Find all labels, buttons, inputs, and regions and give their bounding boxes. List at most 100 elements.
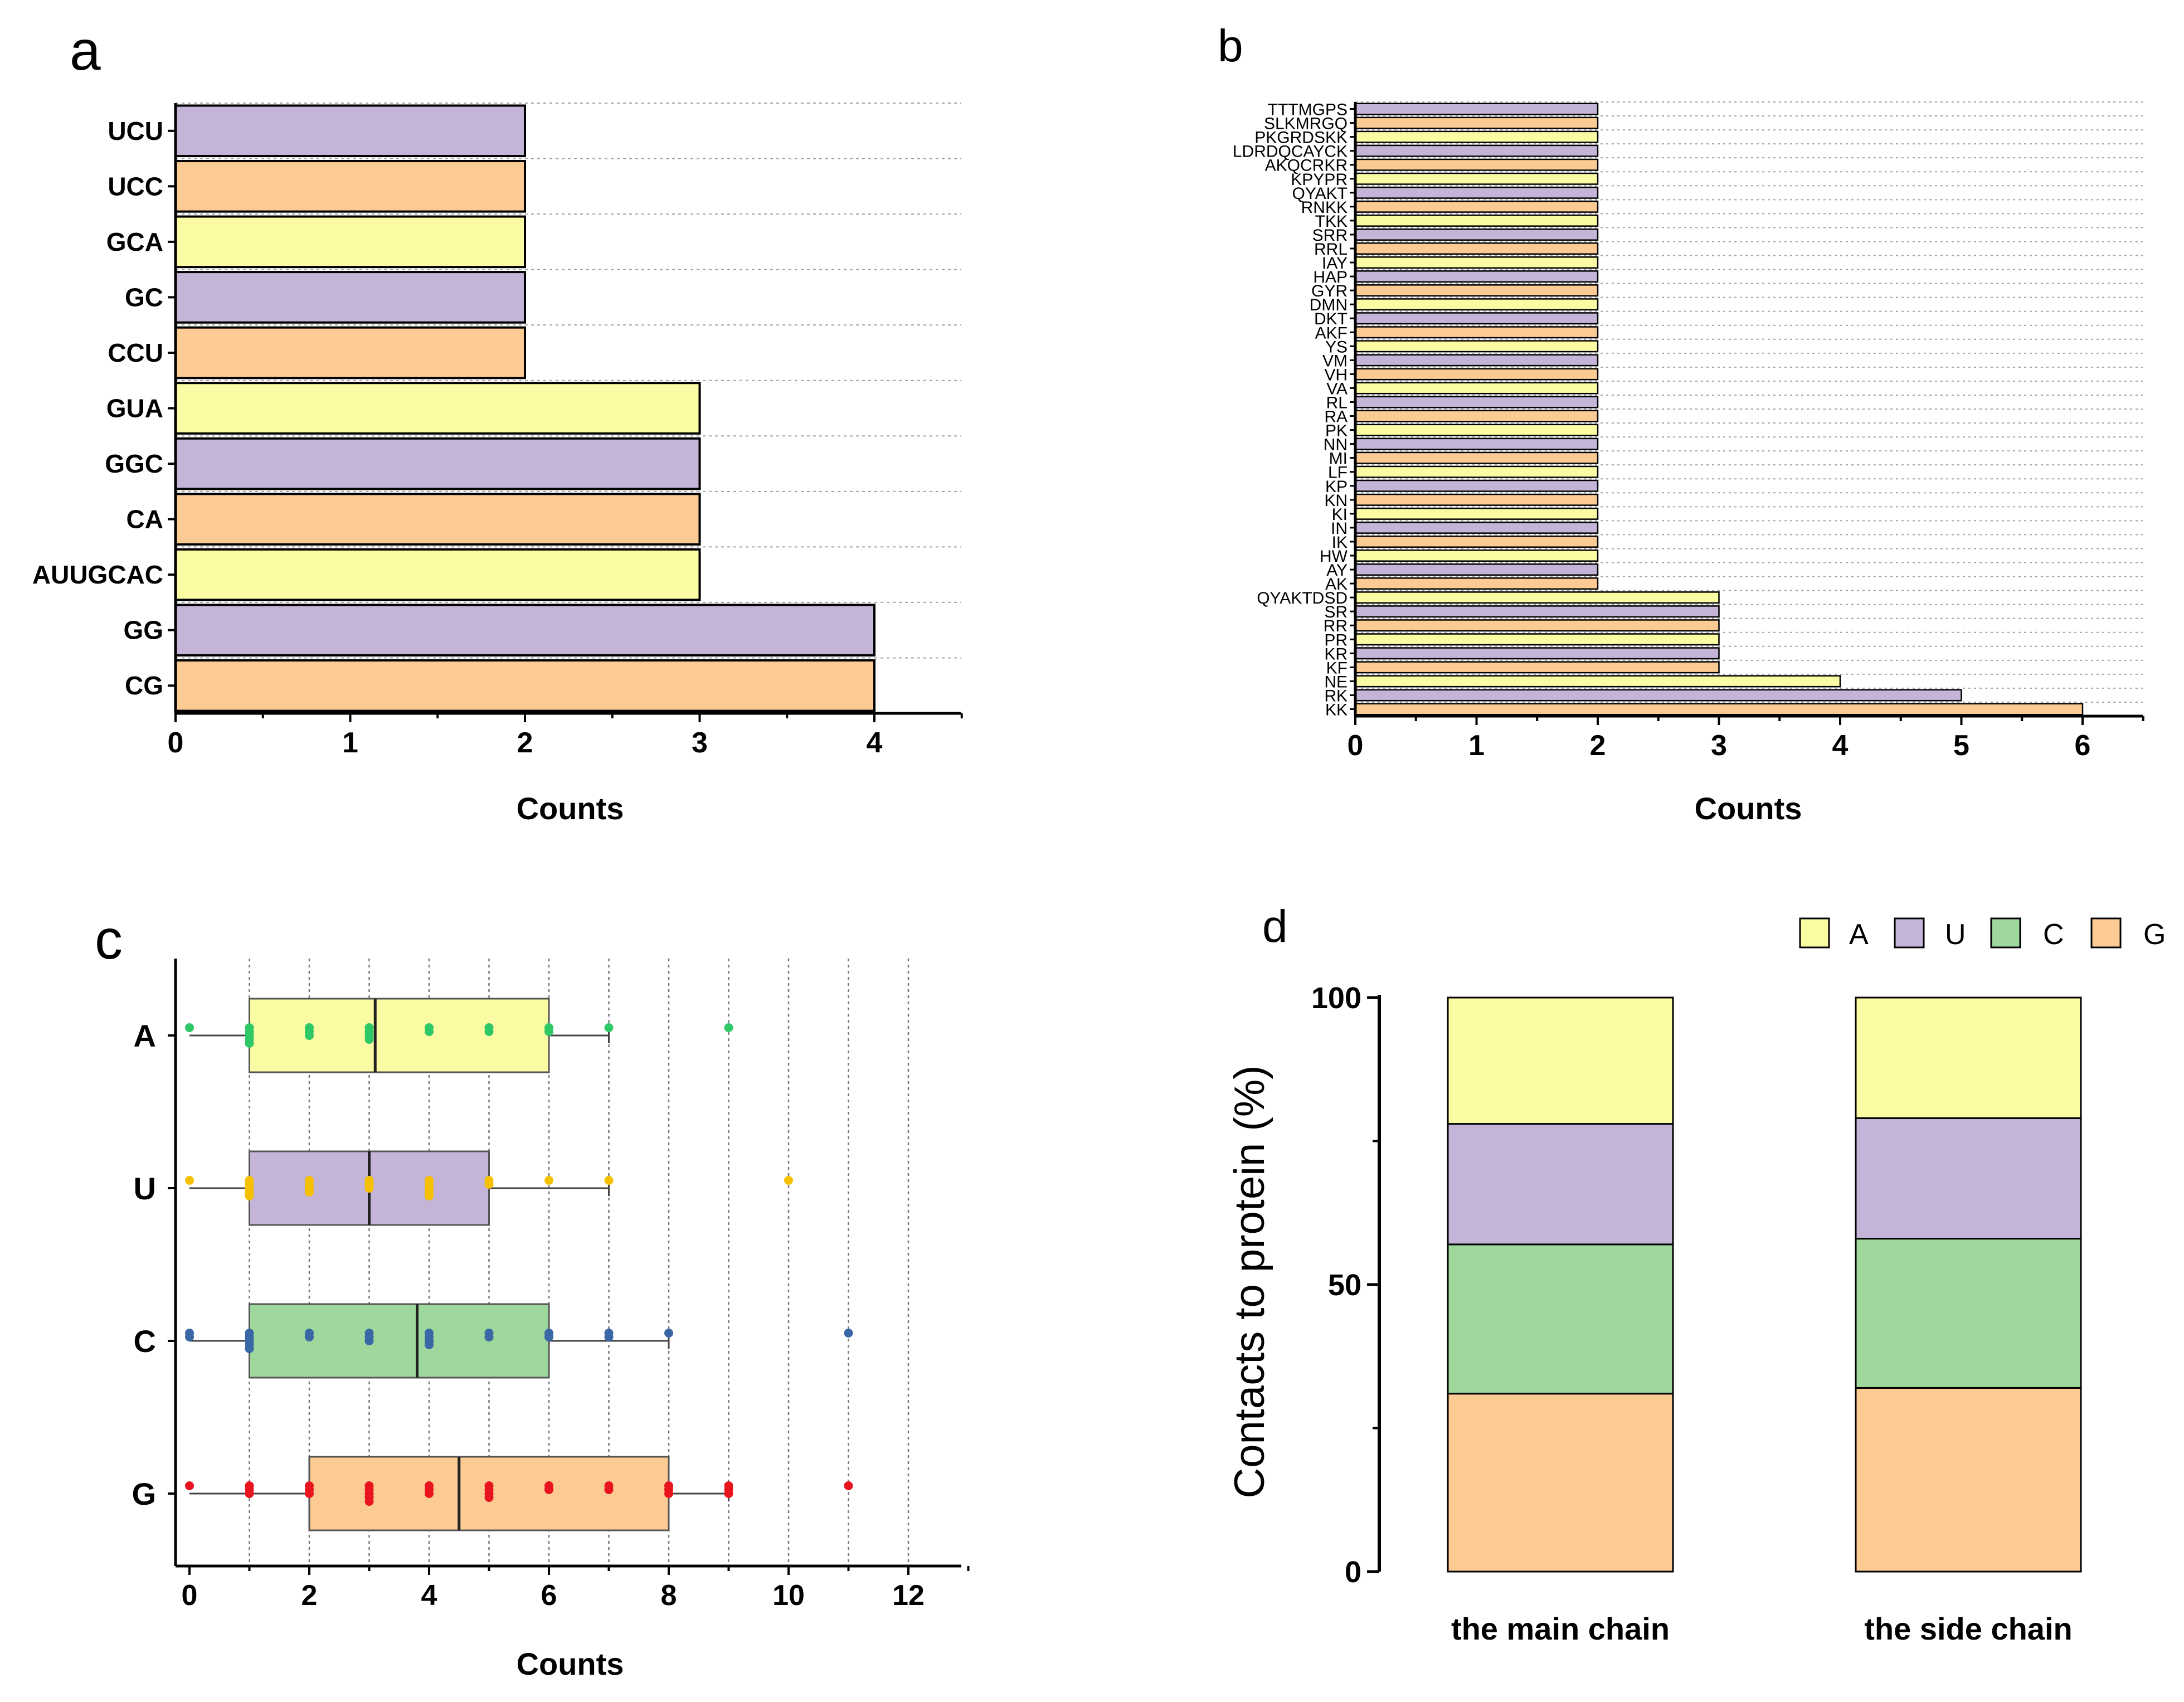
data-point — [364, 1035, 374, 1044]
bar-rl — [1354, 396, 1599, 409]
bar-tkk — [1354, 214, 1599, 227]
panel-d: the main chain the side chain 0 50 100 — [1311, 981, 2082, 1646]
panel-d-y-axis-title: Contacts to protein (%) — [1226, 1065, 1273, 1498]
bar-lf — [1354, 465, 1599, 478]
data-point — [604, 1485, 614, 1494]
x-tick-label: 4 — [867, 727, 883, 759]
y-tick-label: IK — [1332, 533, 1348, 552]
bar-qyakt — [1354, 186, 1599, 199]
y-tick-label: VH — [1324, 366, 1348, 384]
y-tick-label: KP — [1325, 478, 1348, 496]
x-tick-label: 6 — [541, 1579, 557, 1612]
data-point — [305, 1031, 314, 1040]
data-point — [364, 1184, 374, 1193]
y-tick-label: RR — [1324, 617, 1348, 635]
bar-ki — [1354, 507, 1599, 520]
y-tick-label: GG — [123, 616, 163, 645]
bar-akf — [1354, 326, 1599, 339]
data-point — [544, 1176, 553, 1185]
data-point — [544, 1485, 553, 1494]
bar-dmn — [1354, 298, 1599, 311]
data-point — [664, 1489, 673, 1498]
panel-letter-d: d — [1262, 901, 1288, 952]
data-point — [305, 1333, 314, 1341]
bar-akqcrkr — [1354, 158, 1599, 171]
y-tick-label: KPYPR — [1291, 171, 1348, 189]
legend-swatch-g — [2090, 917, 2122, 949]
y-tick-label: DMN — [1310, 296, 1348, 314]
y-tick-label: CG — [125, 671, 163, 700]
bar-rrl — [1354, 242, 1599, 255]
bar-kn — [1354, 493, 1599, 506]
data-point — [425, 1027, 434, 1036]
data-point — [844, 1481, 853, 1490]
x-tick-label: 0 — [168, 727, 184, 759]
data-point — [484, 1027, 494, 1036]
bar-tttmgps — [1354, 103, 1599, 115]
y-tick-label: HW — [1320, 547, 1348, 566]
y-tick-label: SLKMRGQ — [1264, 115, 1348, 133]
bar-kp — [1354, 479, 1599, 492]
y-tick-label: 100 — [1311, 981, 1361, 1015]
legend-label-u: U — [1945, 918, 1966, 951]
bar-kr — [1354, 647, 1720, 660]
y-tick-label: RA — [1324, 408, 1348, 426]
bar-mi — [1354, 451, 1599, 464]
legend-swatch-u — [1894, 917, 1925, 949]
bar-ay — [1354, 563, 1599, 576]
y-tick-label: RK — [1324, 687, 1348, 705]
y-tick-label: CCU — [108, 338, 163, 367]
data-point — [484, 1333, 494, 1341]
legend-label-g: G — [2143, 918, 2166, 951]
x-tick-label: 2 — [517, 727, 533, 759]
data-point — [245, 1489, 254, 1498]
bar-qyaktdsd — [1354, 591, 1720, 604]
data-point — [544, 1333, 553, 1341]
bar-ggc — [174, 437, 701, 490]
bar-ca — [174, 493, 701, 546]
data-point — [185, 1481, 194, 1490]
y-tick-label: IAY — [1322, 254, 1348, 273]
data-point — [425, 1192, 434, 1200]
bar-rnkk — [1354, 200, 1599, 213]
x-tick-label: 4 — [421, 1579, 437, 1612]
x-tick-label: 0 — [1348, 730, 1364, 762]
bar-hap — [1354, 270, 1599, 283]
x-tick-label: 10 — [772, 1579, 805, 1612]
bar-iay — [1354, 256, 1599, 269]
bar-cg — [174, 659, 875, 712]
y-tick-label: PR — [1324, 631, 1348, 649]
data-point — [604, 1333, 614, 1341]
x-tick-label: the side chain — [1864, 1611, 2072, 1646]
bar-gg — [174, 604, 875, 657]
stack-segment-g — [1447, 1393, 1674, 1573]
stack-segment-c — [1855, 1238, 2082, 1389]
y-tick-label: RNKK — [1301, 198, 1348, 217]
x-tick-label: 12 — [892, 1579, 925, 1612]
panel-letter-a: a — [70, 20, 101, 82]
y-tick-label: AK — [1325, 575, 1348, 594]
bar-rk — [1354, 689, 1962, 702]
box-a — [249, 998, 550, 1073]
bar-rr — [1354, 619, 1720, 632]
bar-ldrdqcayck — [1354, 144, 1599, 157]
data-point — [484, 1493, 494, 1502]
bar-srr — [1354, 228, 1599, 241]
y-tick-label: NN — [1324, 436, 1348, 454]
data-point — [604, 1023, 614, 1032]
bar-gua — [174, 382, 701, 435]
stack-segment-a — [1447, 996, 1674, 1125]
y-tick-label: RL — [1326, 393, 1348, 412]
x-tick-label: 4 — [1832, 730, 1849, 762]
bar-gyr — [1354, 284, 1599, 297]
y-tick-label: GUA — [106, 394, 163, 423]
bar-sr — [1354, 605, 1720, 618]
stack-segment-g — [1855, 1387, 2082, 1573]
y-tick-label: SRR — [1312, 226, 1348, 245]
y-tick-label: QYAKT — [1292, 184, 1348, 203]
bar-vm — [1354, 354, 1599, 367]
panel-c: A U C G 0 2 4 6 8 10 12 — [132, 959, 970, 1612]
y-tick-label: PKGRDSKK — [1254, 129, 1348, 147]
data-point — [544, 1027, 553, 1036]
y-tick-label: TTTMGPS — [1268, 101, 1348, 119]
